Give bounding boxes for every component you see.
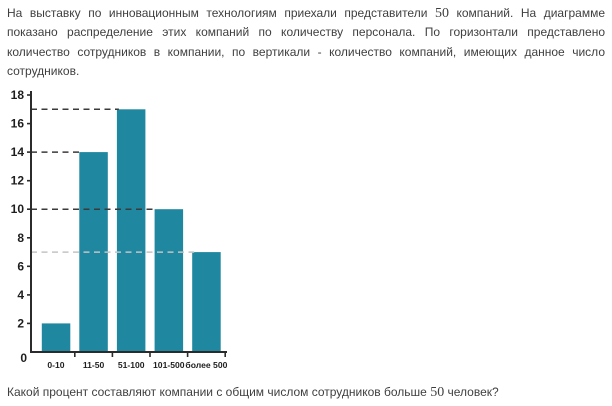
origin-label: 0 xyxy=(20,351,27,365)
question-text-before: Какой процент составляют компании с общи… xyxy=(7,385,431,399)
y-tick-label: 2 xyxy=(17,316,24,330)
bar-101-500 xyxy=(154,209,184,352)
bar-51-100 xyxy=(116,109,146,352)
y-tick-label: 10 xyxy=(11,202,25,216)
companies-total-number: 50 xyxy=(434,6,449,21)
y-tick-label: 6 xyxy=(17,259,24,273)
x-tick-label: 101-500 xyxy=(153,360,185,370)
y-tick-label: 12 xyxy=(11,174,25,188)
x-tick-label: 51-100 xyxy=(118,360,145,370)
employees-bar-chart: 0 2 4 6 8 10 12 14 16 18 0-10 11-50 51-100 101-500 бол… xyxy=(0,85,260,385)
y-tick-label: 4 xyxy=(17,288,24,302)
y-tick-label: 18 xyxy=(11,88,25,102)
y-tick-label: 8 xyxy=(17,231,24,245)
question-text: Какой процент составляют компании с общи… xyxy=(7,383,605,402)
x-tick-label: 0-10 xyxy=(47,360,64,370)
question-text-after: человек? xyxy=(444,385,499,399)
problem-text-before: На выставку по инновационным технологиям… xyxy=(7,6,435,20)
x-tick-label: более 500 xyxy=(185,360,227,370)
y-tick-label: 14 xyxy=(11,145,25,159)
y-tick-label: 16 xyxy=(11,117,25,131)
problem-statement: На выставку по инновационным технологиям… xyxy=(7,4,605,82)
bar-chart-svg: 0 2 4 6 8 10 12 14 16 18 0-10 11-50 51-100 101-500 бол… xyxy=(11,88,228,370)
question-number: 50 xyxy=(430,385,445,400)
bar-0-10 xyxy=(41,323,71,352)
x-tick-label: 11-50 xyxy=(83,360,105,370)
problem-text-after: компаний. На диаграмме показано распреде… xyxy=(7,6,606,79)
bar-более 500 xyxy=(192,252,221,352)
